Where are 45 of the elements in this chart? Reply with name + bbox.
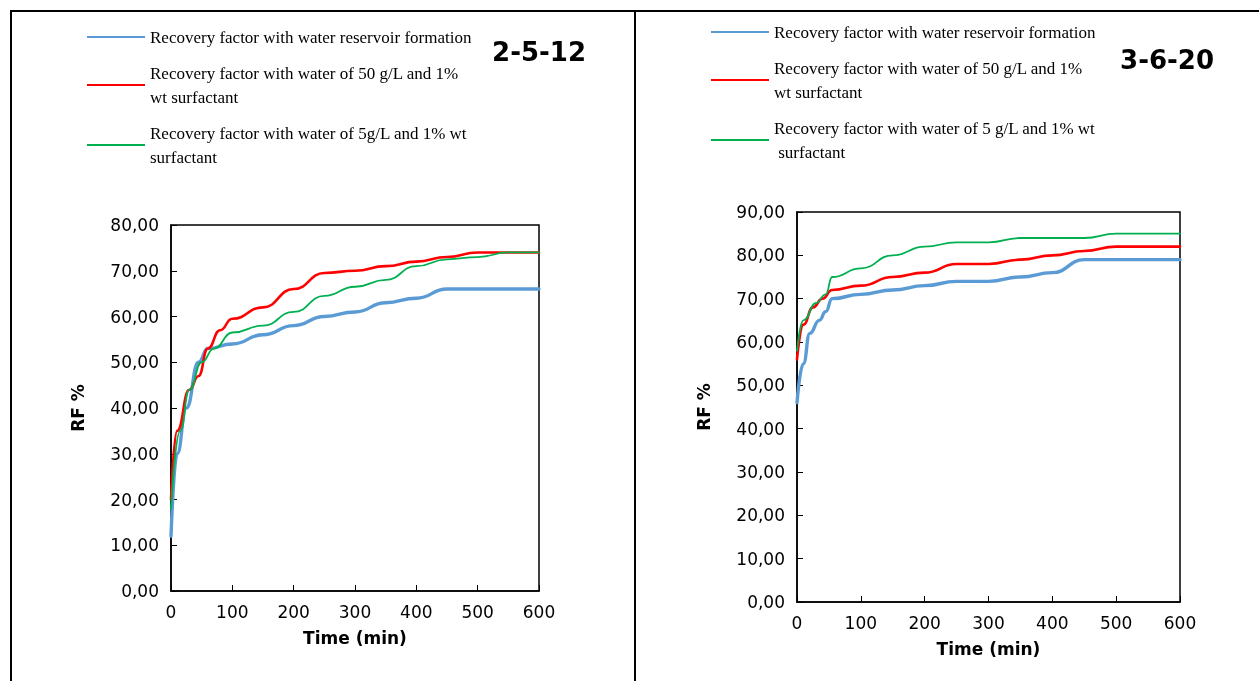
y-axis-title: RF % bbox=[67, 384, 88, 432]
chart-title: 3-6-20 bbox=[1120, 45, 1215, 75]
y-tick-label: 0,00 bbox=[121, 581, 159, 601]
x-tick-label: 200 bbox=[277, 601, 310, 622]
y-tick-label: 40,00 bbox=[110, 398, 159, 418]
y-tick-label: 70,00 bbox=[736, 288, 785, 309]
chart-title: 2-5-12 bbox=[492, 37, 587, 67]
y-tick-label: 70,00 bbox=[110, 260, 159, 281]
y-tick-label: 80,00 bbox=[110, 215, 159, 235]
y-tick-label: 30,00 bbox=[736, 462, 785, 482]
x-tick-label: 100 bbox=[216, 601, 249, 622]
y-tick-label: 50,00 bbox=[110, 352, 159, 373]
y-tick-label: 20,00 bbox=[110, 489, 159, 510]
y-tick-label: 60,00 bbox=[736, 332, 785, 352]
x-tick-label: 200 bbox=[908, 612, 941, 633]
x-tick-label: 400 bbox=[400, 601, 433, 622]
x-tick-label: 300 bbox=[338, 601, 372, 622]
legend-label: Recovery factor with water of 50 g/L and 1% wt surfactant bbox=[774, 58, 1087, 102]
x-tick-label: 0 bbox=[791, 612, 803, 633]
legend-label: Recovery factor with water of 5 g/L and 1% wt surfactant bbox=[774, 118, 1096, 162]
x-axis-title: Time (min) bbox=[303, 627, 407, 648]
y-tick-label: 90,00 bbox=[736, 202, 785, 222]
y-tick-label: 0,00 bbox=[747, 592, 785, 612]
y-tick-label: 30,00 bbox=[110, 443, 159, 464]
legend-label: Recovery factor with water reservoir formation bbox=[150, 27, 472, 47]
x-axis-title: Time (min) bbox=[936, 638, 1041, 659]
y-tick-label: 10,00 bbox=[736, 548, 785, 569]
x-tick-label: 500 bbox=[1099, 612, 1133, 633]
y-tick-label: 40,00 bbox=[736, 418, 785, 439]
y-tick-label: 60,00 bbox=[110, 306, 159, 327]
x-tick-label: 500 bbox=[461, 601, 494, 622]
legend-label: Recovery factor with water reservoir formation bbox=[774, 22, 1096, 42]
y-axis-title: RF % bbox=[693, 383, 714, 431]
x-tick-label: 100 bbox=[844, 612, 878, 633]
y-tick-label: 10,00 bbox=[110, 535, 159, 556]
x-tick-label: 400 bbox=[1036, 612, 1069, 633]
x-tick-label: 600 bbox=[522, 601, 556, 622]
legend-label: Recovery factor with water of 50 g/L and 1% wt surfactant bbox=[150, 63, 463, 107]
y-tick-label: 50,00 bbox=[736, 375, 785, 396]
x-tick-label: 0 bbox=[165, 601, 177, 622]
y-tick-label: 80,00 bbox=[736, 245, 785, 266]
legend-label: Recovery factor with water of 5g/L and 1% wt surfactant bbox=[150, 123, 471, 167]
x-tick-label: 600 bbox=[1163, 612, 1197, 633]
y-tick-label: 20,00 bbox=[736, 505, 785, 526]
x-tick-label: 300 bbox=[972, 612, 1005, 633]
